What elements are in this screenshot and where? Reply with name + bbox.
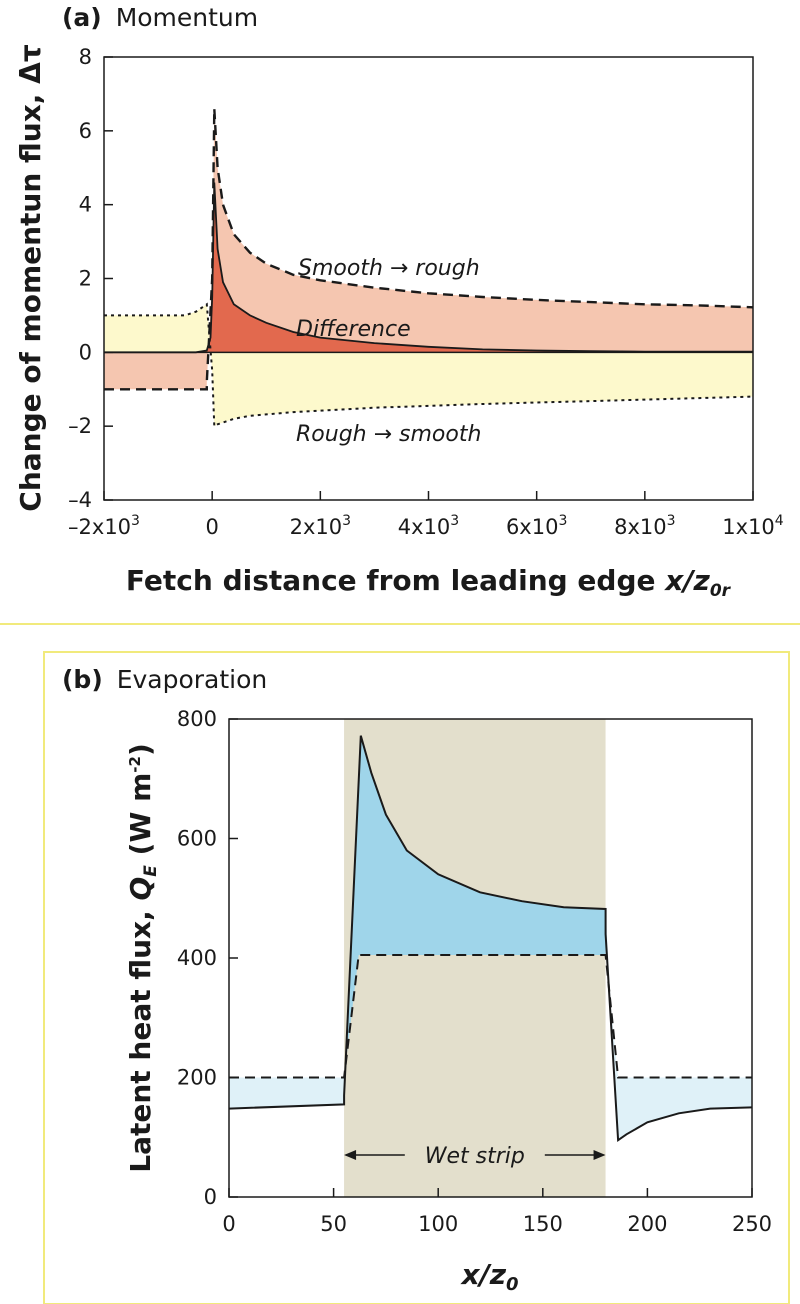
panel-a-x-tick-label: 4x103 <box>398 513 459 539</box>
panel-a-momentum: (a) Momentum –2x103 0 2x103 4x103 6x103 8x103… <box>14 3 784 601</box>
annotation-difference: Difference <box>296 317 411 342</box>
panel-a-title-text: Momentum <box>116 3 258 32</box>
panel-a-x-tick-label: 1x104 <box>722 513 784 539</box>
panel-b-evaporation: (b) Evaporation 0 50 100 150 200 250 0 200 400 60… <box>62 665 772 1295</box>
panel-a-xlabel: Fetch distance from leading edge x/z0r <box>126 564 732 601</box>
panel-a-x-tick-label: 2x103 <box>290 513 351 539</box>
series-difference-line <box>104 182 753 354</box>
wet-strip-arrow-right-head <box>593 1150 606 1160</box>
panel-b-lines <box>229 735 752 1143</box>
smooth-to-rough-fill <box>104 108 753 390</box>
series-dashed-line <box>229 954 752 1079</box>
panel-b-y-tick-label: 800 <box>177 707 217 731</box>
upwind-edge-fill <box>229 1077 345 1109</box>
panel-a-y-tick-label: 4 <box>79 193 92 217</box>
panel-a-x-tick-label: 8x103 <box>614 513 675 539</box>
panel-b-x-tick-label: 150 <box>523 1212 563 1236</box>
panel-b-xlabel: x/z0 <box>459 1258 518 1295</box>
series-solid-line <box>229 735 752 1143</box>
panel-a-y-tick-label: 0 <box>79 340 92 364</box>
panel-b-y-tick-label: 0 <box>204 1185 217 1209</box>
panel-b-y-tick-label: 200 <box>177 1066 217 1090</box>
panel-b-x-tick-label: 0 <box>222 1212 235 1236</box>
panel-a-x-tick-label: 6x103 <box>506 513 567 539</box>
panel-a-y-tick-label: –2 <box>68 414 92 438</box>
panel-a-y-tick-label: –4 <box>68 488 92 512</box>
rough-to-smooth-fill <box>104 304 753 427</box>
panel-b-fills <box>229 719 752 1197</box>
panel-b-x-tick-label: 200 <box>627 1212 667 1236</box>
panel-a-y-tick-label: 8 <box>79 45 92 69</box>
panel-a-fills <box>104 108 753 427</box>
panel-b-y-tick-label: 600 <box>177 827 217 851</box>
panel-a-label: (a) <box>62 3 102 32</box>
panel-b-x-tick-label: 250 <box>732 1212 772 1236</box>
panel-b-y-tick-label: 400 <box>177 946 217 970</box>
panel-b-box <box>43 651 790 1304</box>
panel-b-x-tick-label: 100 <box>418 1212 458 1236</box>
wet-strip-label: Wet strip <box>425 1144 525 1169</box>
panel-b-x-tick-label: 50 <box>320 1212 347 1236</box>
panel-a-lines <box>104 108 753 428</box>
series-rough-to-smooth-line <box>104 302 753 428</box>
panel-a-y-tick-label: 2 <box>79 267 92 291</box>
wet-strip-arrow-left-head <box>344 1150 357 1160</box>
panel-b-title-text: Evaporation <box>117 665 268 694</box>
panel-a-title: (a) Momentum <box>62 3 258 32</box>
downwind-edge-fill <box>605 909 752 1141</box>
annotation-smooth-to-rough: Smooth → rough <box>298 256 480 281</box>
panel-a-x-tick-label: 0 <box>205 515 218 539</box>
panel-a-y-tick-label: 6 <box>79 119 92 143</box>
wet-strip-annotation: Wet strip <box>344 1144 606 1169</box>
panel-a-ylabel: Change of momentun flux, Δτ <box>14 44 47 512</box>
panel-b-label: (b) <box>62 665 103 694</box>
panel-b-ylabel: Latent heat flux, QE (W m-2) <box>124 743 161 1173</box>
panel-b-title: (b) Evaporation <box>62 665 267 694</box>
panel-a-x-tick-label: –2x103 <box>68 513 140 539</box>
wet-strip-excess-fill <box>344 735 606 1105</box>
annotation-rough-to-smooth: Rough → smooth <box>296 422 481 447</box>
panel-b-ticks: 0 50 100 150 200 250 0 200 400 600 800 <box>177 707 772 1236</box>
wet-strip-band <box>344 719 606 1197</box>
panel-a-ticks: –2x103 0 2x103 4x103 6x103 8x103 1x104 –4 –2 0 2 4 6… <box>68 45 784 539</box>
